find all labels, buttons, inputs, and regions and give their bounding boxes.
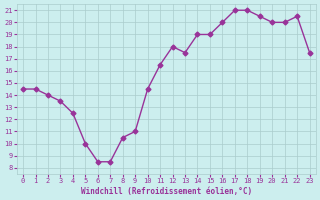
X-axis label: Windchill (Refroidissement éolien,°C): Windchill (Refroidissement éolien,°C) <box>81 187 252 196</box>
